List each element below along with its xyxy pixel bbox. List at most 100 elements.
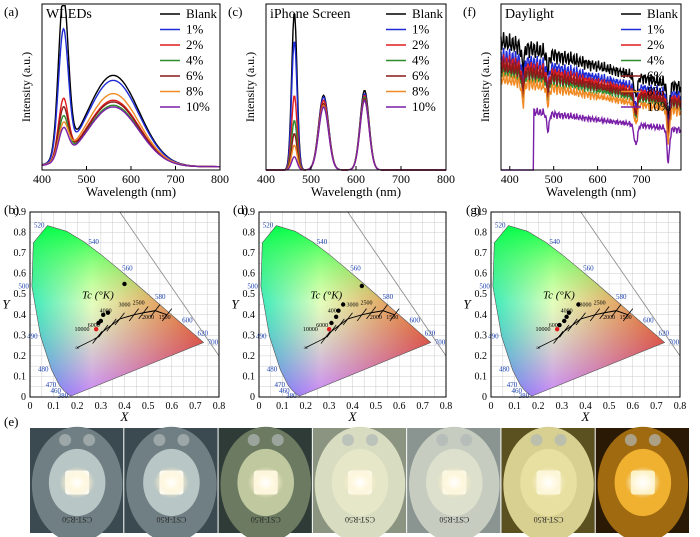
- x-axis-label: Wavelength (nm): [86, 184, 176, 199]
- x-tick-label: 500: [545, 172, 563, 186]
- diagonal-line: [119, 211, 220, 357]
- solder-pad: [153, 434, 166, 446]
- wavelength-label: 380: [519, 392, 530, 400]
- cct-label: 6000: [549, 323, 561, 329]
- wavelength-label: 470: [46, 381, 57, 389]
- isotherm-line: [622, 308, 634, 322]
- legend-entry: 1%: [412, 22, 430, 37]
- wavelength-label: 600: [182, 317, 193, 325]
- plot-frame: [500, 3, 682, 171]
- legend-entry: 6%: [412, 68, 430, 83]
- cct-label: 10000: [303, 327, 318, 333]
- cct-label: 1500: [159, 315, 171, 321]
- series-line-1%: [500, 47, 682, 131]
- solder-pad: [624, 434, 637, 446]
- x-tick-label: 700: [392, 172, 410, 186]
- solder-pad: [59, 434, 72, 446]
- series-line-Blank: [500, 32, 682, 121]
- data-point: [326, 326, 332, 332]
- wavelength-label: 700: [435, 339, 446, 347]
- data-point: [96, 320, 101, 326]
- y-tick-label: 0: [21, 392, 26, 403]
- data-point: [93, 326, 99, 332]
- led-glow: [59, 466, 96, 499]
- y-tick-label: 0.7: [14, 248, 27, 259]
- y-tick-label: 0.1: [14, 371, 27, 382]
- wavelength-label: 490: [27, 332, 38, 340]
- led-photo-7: [595, 426, 689, 537]
- x-tick-label: 700: [167, 172, 185, 186]
- isotherm-line: [161, 308, 173, 322]
- x-tick-label: 0.2: [71, 401, 84, 412]
- cct-label: 10000: [74, 327, 89, 333]
- wavelength-label: 460: [279, 387, 290, 395]
- solder-pad: [83, 434, 96, 446]
- cct-label: 4000: [561, 309, 573, 315]
- x-tick-label: 0.6: [166, 401, 179, 412]
- x-tick-label: 600: [122, 172, 140, 186]
- y-tick-label: 0.4: [243, 310, 256, 321]
- x-tick-label: 0.5: [603, 401, 616, 412]
- tc-annotation: Tc (°K): [543, 289, 575, 301]
- x-tick-label: 0.4: [579, 401, 592, 412]
- y-axis-label: Intensity (a.u.): [243, 52, 257, 122]
- y-axis-label: Y: [231, 297, 240, 312]
- wavelength-label: 460: [512, 387, 523, 395]
- cct-label: 4000: [100, 309, 112, 315]
- data-point: [566, 310, 572, 315]
- solder-pad: [271, 434, 284, 446]
- led-photo-4: CST-R50: [312, 426, 407, 537]
- isotherm-line: [589, 308, 600, 322]
- cct-label: 2000: [370, 315, 382, 321]
- panel-label: (a): [4, 4, 18, 19]
- x-tick-label: 0.4: [118, 401, 131, 412]
- x-tick-label: 0.7: [650, 401, 663, 412]
- wavelength-label: 500: [479, 282, 490, 290]
- x-tick-label: 0.7: [416, 401, 429, 412]
- data-point: [122, 281, 127, 287]
- legend-entry: Blank: [412, 6, 444, 21]
- isotherm-line: [150, 304, 161, 318]
- data-point: [101, 312, 106, 317]
- x-axis-label: X: [348, 409, 358, 424]
- wavelength-label: 500: [18, 282, 29, 290]
- cct-label: 3000: [347, 303, 359, 309]
- x-tick-label: 0.5: [370, 401, 383, 412]
- x-axis-label: Wavelength (nm): [311, 184, 401, 199]
- x-tick-label: 0.6: [627, 401, 640, 412]
- data-point: [340, 302, 346, 307]
- x-tick-label: 500: [302, 172, 320, 186]
- x-tick-label: 0.1: [508, 401, 521, 412]
- legend-entry: Blank: [186, 6, 218, 21]
- isotherm-line: [334, 318, 345, 332]
- y-tick-label: 0.8: [14, 228, 27, 239]
- legend-entry: 8%: [647, 84, 665, 99]
- wavelength-label: 460: [51, 387, 62, 395]
- board-marking: CST-R50: [251, 515, 281, 524]
- x-tick-label: 0.2: [300, 401, 313, 412]
- board-marking: CST-R50: [534, 515, 564, 524]
- y-tick-label: 0.2: [243, 351, 256, 362]
- cie-gamut-overlay: [260, 225, 432, 397]
- legend-entry: 2%: [647, 37, 665, 52]
- cct-label: 2000: [603, 315, 615, 321]
- y-tick-label: 0.3: [14, 330, 27, 341]
- wavelength-label: 540: [317, 238, 328, 246]
- isotherm-line: [389, 308, 400, 322]
- x-tick-label: 0.8: [674, 401, 687, 412]
- y-tick-label: 0.1: [475, 371, 488, 382]
- wavelength-label: 490: [256, 332, 267, 340]
- cie-gamut-overlay: [492, 225, 666, 397]
- y-axis-label: Intensity (a.u.): [19, 52, 33, 122]
- panel-label: (g): [466, 202, 481, 217]
- spectrum-panel-0: 400 500 600 700 800 Wavelength (nm) Intensity …: [4, 3, 229, 199]
- locus-tail: [538, 339, 555, 349]
- y-tick-label: 0: [482, 392, 487, 403]
- x-tick-label: 0.5: [142, 401, 155, 412]
- isotherm-line: [567, 318, 578, 332]
- wavelength-label: 580: [155, 293, 166, 301]
- wavelength-label: 700: [208, 339, 219, 347]
- plot-frame: [490, 211, 681, 398]
- cie-gamut-overlay: [31, 225, 205, 397]
- isotherm-line: [377, 304, 388, 318]
